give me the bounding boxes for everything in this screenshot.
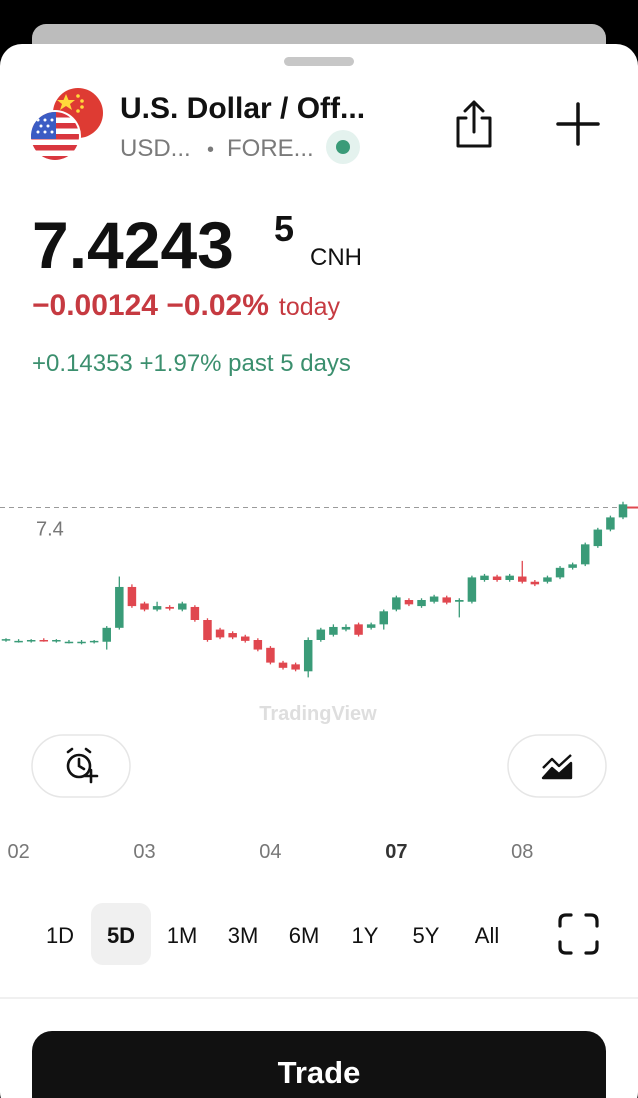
share-button[interactable] — [456, 100, 492, 148]
candle-body — [366, 624, 376, 628]
candle-body — [543, 577, 552, 582]
candle-body — [555, 567, 565, 578]
candle-body — [291, 664, 300, 670]
x-tick-label: 03 — [133, 841, 155, 863]
candle-body — [228, 633, 237, 638]
candle-body — [329, 626, 338, 635]
candle-body — [442, 597, 451, 603]
last-price-marker — [626, 506, 638, 509]
candle-body — [606, 517, 615, 530]
candle-body — [593, 529, 603, 547]
candle-body — [140, 603, 149, 610]
candle-body — [178, 603, 187, 610]
candle-body — [266, 647, 275, 663]
x-tick-label: 04 — [259, 841, 281, 863]
candle-body — [278, 662, 288, 668]
candle-body — [127, 586, 137, 607]
candle-body — [492, 576, 502, 580]
candle-body — [505, 575, 514, 580]
add-button[interactable] — [556, 102, 600, 146]
candle-body — [480, 575, 489, 580]
separator: • — [207, 139, 214, 161]
x-tick-label: 08 — [511, 841, 533, 863]
currency: CNH — [310, 244, 362, 271]
symbol-title: U.S. Dollar / Off... — [120, 92, 365, 125]
candle-body — [215, 629, 225, 638]
range-option[interactable]: 3M — [228, 923, 259, 948]
alert-icon — [66, 747, 99, 784]
sheet — [0, 44, 638, 1098]
candle-body — [115, 586, 124, 628]
candle-body — [203, 620, 212, 640]
candle-body — [64, 641, 74, 644]
watermark: TradingView — [259, 703, 377, 725]
candle-body — [1, 639, 11, 641]
candle-body — [190, 606, 200, 620]
change-today-line: −0.00124 −0.02% today — [32, 289, 341, 322]
candle-body — [26, 640, 36, 642]
symbol-ticker: USD... — [120, 135, 191, 162]
price: 7.4243 — [32, 208, 234, 282]
candle-body — [89, 640, 99, 643]
candle-body — [152, 606, 162, 610]
today-label: today — [279, 293, 341, 321]
candle-body — [316, 629, 326, 640]
change-today: −0.00124 −0.02% — [32, 289, 269, 322]
trade-label: Trade — [278, 1055, 361, 1090]
indicators-button[interactable] — [507, 734, 607, 798]
trade-button[interactable] — [32, 1031, 606, 1098]
candle-body — [429, 596, 439, 602]
indicators-icon — [541, 754, 573, 780]
candle-body — [568, 564, 577, 568]
candle-body — [467, 577, 477, 602]
candle-body — [77, 641, 86, 644]
candle-body — [392, 597, 401, 610]
candle-body — [404, 600, 414, 605]
candle-body — [354, 624, 363, 635]
candle-body — [39, 640, 49, 642]
candle-body — [455, 600, 464, 602]
candle-body — [102, 627, 111, 642]
plot: 7.4 02 03 04 07 08 — [0, 501, 638, 863]
candle-body — [253, 640, 263, 650]
candle-body — [52, 640, 61, 642]
candle-body — [379, 611, 389, 625]
x-tick-label: 02 — [7, 841, 29, 863]
candle-body — [240, 636, 250, 641]
range-option[interactable]: All — [475, 923, 499, 948]
candle-body — [618, 504, 628, 518]
candle-body — [518, 576, 527, 582]
candle-body — [14, 640, 23, 643]
candle-body — [341, 626, 351, 630]
candle-body — [417, 600, 426, 607]
candle-body — [580, 544, 590, 565]
fullscreen-button[interactable] — [558, 913, 599, 955]
candle-body — [303, 640, 313, 672]
range-option[interactable]: 1D — [46, 923, 74, 948]
sheet-handle[interactable] — [284, 57, 354, 66]
range-option[interactable]: 5D — [107, 923, 135, 948]
range-selector: 1D 5D 1M 3M 6M 1Y 5Y All — [46, 903, 499, 965]
y-tick-label: 7.4 — [36, 519, 64, 541]
range-selected-bg — [91, 903, 151, 965]
range-option[interactable]: 1M — [167, 923, 198, 948]
range-option[interactable]: 5Y — [413, 923, 440, 948]
price-fraction: 5 — [274, 208, 294, 249]
change-5d: +0.14353 +1.97% past 5 days — [32, 350, 351, 377]
exchange: FORE... — [227, 135, 314, 162]
candle-body — [530, 581, 540, 585]
x-tick-label: 07 — [385, 841, 407, 863]
range-option[interactable]: 6M — [289, 923, 320, 948]
range-option[interactable]: 1Y — [352, 923, 379, 948]
market-status-dot — [336, 140, 350, 154]
currency-flags — [29, 88, 103, 162]
candle-body — [165, 606, 174, 609]
